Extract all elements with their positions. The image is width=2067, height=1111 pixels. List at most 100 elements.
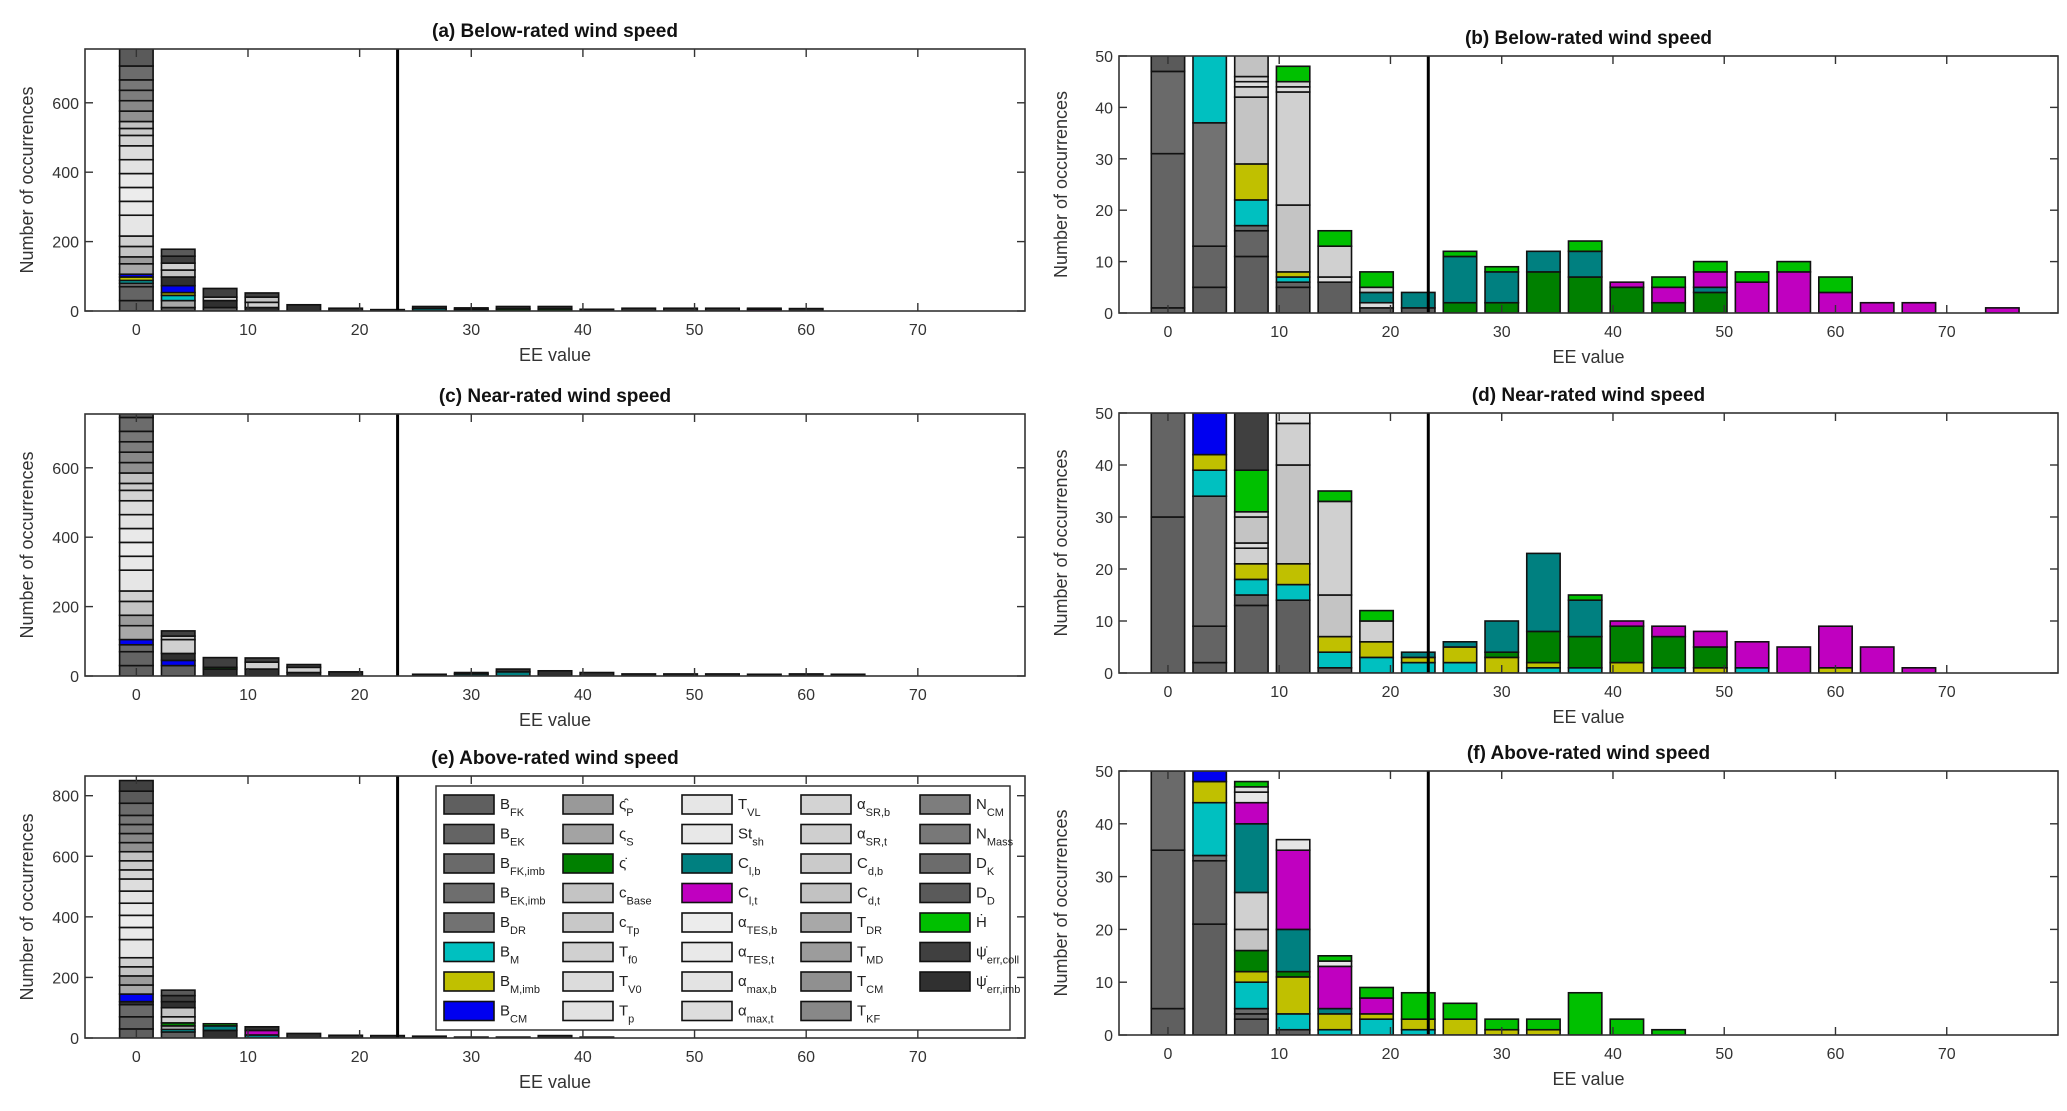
x-axis-label: EE value: [519, 710, 591, 730]
y-tick-label: 200: [52, 235, 79, 252]
bar-segment: [286, 663, 322, 669]
bar-segment: [1233, 949, 1269, 973]
x-tick-label: 70: [909, 687, 927, 704]
legend-label-sub: TES,b: [747, 925, 778, 937]
legend-label-base: N: [976, 796, 987, 813]
y-tick-label: 400: [52, 910, 79, 927]
bar-segment: [118, 914, 154, 929]
legend-label-base: B: [500, 885, 510, 902]
legend-swatch: [919, 853, 971, 874]
legend-label-base: α: [857, 796, 866, 813]
bar-segment: [1233, 229, 1269, 258]
legend-item: BM,imb: [443, 971, 540, 996]
x-tick-label: 10: [239, 1049, 257, 1066]
bar-segment: [160, 284, 196, 294]
bar-segment: [118, 145, 154, 161]
legend-label: BEK,imb: [500, 885, 545, 908]
y-tick-label: 50: [1095, 764, 1113, 781]
bar-segment: [118, 790, 154, 805]
bar-segment: [1651, 625, 1687, 638]
legend-item: Cd,t: [800, 882, 880, 908]
bar-bin-2: [1233, 56, 1269, 313]
legend-label: BDR: [500, 914, 526, 937]
bar-segment: [286, 303, 322, 311]
bar-segment: [1609, 281, 1645, 289]
legend-item: NCM: [919, 794, 1004, 819]
bar-segment: [118, 127, 154, 137]
legend-label-sub: FK,imb: [510, 866, 545, 878]
bar-segment: [1192, 625, 1228, 664]
bar-segment: [118, 823, 154, 835]
legend-label-base: B: [500, 826, 510, 843]
x-tick-label: 10: [1270, 324, 1288, 341]
y-axis-label: Number of occurrences: [17, 86, 37, 273]
bar-segment: [1442, 661, 1478, 673]
x-tick-label: 50: [1715, 1046, 1733, 1063]
y-tick-label: 0: [1104, 306, 1113, 323]
bar-segment: [118, 600, 154, 617]
legend-label: BM: [500, 944, 519, 967]
x-tick-label: 20: [1382, 684, 1400, 701]
bar-segment: [1233, 791, 1269, 804]
x-tick-label: 30: [1493, 324, 1511, 341]
bar-bin-3: [1275, 413, 1311, 673]
legend-label-sub: D: [987, 896, 995, 908]
bar-segment: [1609, 1018, 1645, 1035]
legend-label: Cd,b: [857, 855, 883, 878]
bar-segment: [1359, 640, 1395, 659]
bar-segment: [1400, 1018, 1436, 1031]
bar-segment: [160, 1031, 196, 1038]
y-tick-label: 40: [1095, 817, 1113, 834]
legend-label-base: α: [857, 826, 866, 843]
legend: BFKBEKBFK,imbBEK,imbBDRBMBM,imbBCMς̂PςSς…: [435, 785, 1020, 1031]
bar-segment: [118, 65, 154, 81]
legend-label-sub: max,t: [747, 1014, 774, 1026]
bar-segment: [1317, 954, 1353, 962]
legend-item: TV0: [562, 971, 642, 996]
legend-label-base: T: [619, 1003, 628, 1020]
bar-segment: [1275, 838, 1311, 852]
bar-segment: [1275, 422, 1311, 466]
legend-label-base: c: [619, 914, 627, 931]
bar-bin-3: [244, 1025, 280, 1038]
bar-segment: [1192, 56, 1228, 124]
bar-segment: [118, 938, 154, 959]
bar-bin-4: [1317, 954, 1353, 1035]
bar-segment: [1233, 928, 1269, 952]
bar-segment: [1776, 260, 1812, 273]
bar-segment: [160, 989, 196, 997]
bar-segment: [1359, 291, 1395, 304]
bar-segment: [1609, 620, 1645, 627]
bar-segment: [621, 307, 657, 311]
bar-bin-13: [704, 673, 741, 676]
legend-label-base: α: [738, 914, 747, 931]
panel-a: 0 10 20 30 40 50 60 70 0 200 400 600 (a) Below-rated…: [17, 21, 1026, 365]
bar-bin-12: [1651, 276, 1687, 313]
bar-segment: [1192, 413, 1228, 456]
bar-segment: [244, 668, 280, 676]
legend-label-base: B: [500, 973, 510, 990]
bar-segment: [118, 624, 154, 641]
y-tick-label: 200: [52, 970, 79, 987]
bar-segment: [202, 287, 238, 298]
bar-bin-3: [244, 292, 280, 311]
bar-segment: [1233, 86, 1269, 98]
legend-item: Tf0: [562, 941, 637, 967]
legend-swatch: [919, 912, 971, 933]
bar-segment: [244, 1025, 280, 1032]
bar-segment: [1317, 635, 1353, 653]
legend-label-sub: d,t: [868, 896, 880, 908]
legend-swatch: [681, 971, 733, 992]
bar-segment: [704, 673, 741, 676]
x-tick-label: 70: [909, 322, 927, 339]
legend-item: cTp: [562, 912, 639, 937]
legend-label-base: ς̂: [619, 796, 629, 813]
legend-item: BFK,imb: [443, 853, 545, 878]
bar-bin-3: [1275, 838, 1311, 1035]
bar-segment: [1359, 620, 1395, 643]
legend-label-base: α: [738, 1003, 747, 1020]
bar-bin-2: [1233, 780, 1269, 1035]
legend-label-sub: VL: [747, 807, 760, 819]
bar-bin-11: [1609, 281, 1645, 313]
legend-swatch: [800, 853, 852, 874]
